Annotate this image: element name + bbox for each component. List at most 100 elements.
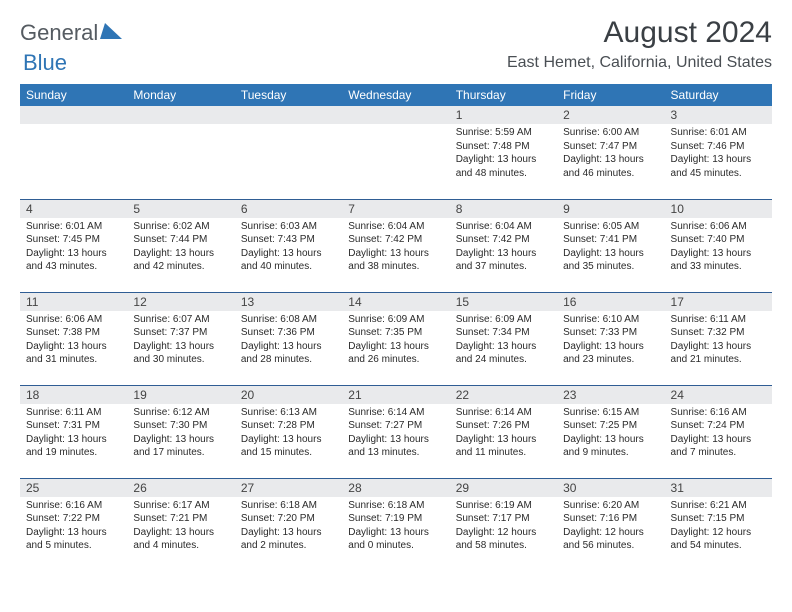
sunrise-text: Sunrise: 6:06 AM <box>671 220 766 234</box>
daylight-text: Daylight: 12 hours and 58 minutes. <box>456 526 551 553</box>
day-number: 26 <box>127 479 234 497</box>
day-header: Wednesday <box>342 84 449 106</box>
daylight-text: Daylight: 13 hours and 23 minutes. <box>563 340 658 367</box>
sunrise-text: Sunrise: 6:02 AM <box>133 220 228 234</box>
daylight-text: Daylight: 13 hours and 4 minutes. <box>133 526 228 553</box>
daylight-text: Daylight: 13 hours and 0 minutes. <box>348 526 443 553</box>
calendar-cell: 25Sunrise: 6:16 AMSunset: 7:22 PMDayligh… <box>20 478 127 571</box>
day-number: 22 <box>450 386 557 404</box>
calendar-cell: 28Sunrise: 6:18 AMSunset: 7:19 PMDayligh… <box>342 478 449 571</box>
day-info: Sunrise: 6:05 AMSunset: 7:41 PMDaylight:… <box>557 218 664 278</box>
sunrise-text: Sunrise: 6:16 AM <box>26 499 121 513</box>
day-info: Sunrise: 6:16 AMSunset: 7:22 PMDaylight:… <box>20 497 127 557</box>
sunrise-text: Sunrise: 6:15 AM <box>563 406 658 420</box>
calendar-week-row: 25Sunrise: 6:16 AMSunset: 7:22 PMDayligh… <box>20 478 772 571</box>
sunrise-text: Sunrise: 6:00 AM <box>563 126 658 140</box>
day-info: Sunrise: 6:07 AMSunset: 7:37 PMDaylight:… <box>127 311 234 371</box>
calendar-cell: 21Sunrise: 6:14 AMSunset: 7:27 PMDayligh… <box>342 385 449 478</box>
sunset-text: Sunset: 7:21 PM <box>133 512 228 526</box>
daylight-text: Daylight: 13 hours and 46 minutes. <box>563 153 658 180</box>
day-info: Sunrise: 6:14 AMSunset: 7:27 PMDaylight:… <box>342 404 449 464</box>
day-info: Sunrise: 6:14 AMSunset: 7:26 PMDaylight:… <box>450 404 557 464</box>
sunset-text: Sunset: 7:19 PM <box>348 512 443 526</box>
sunset-text: Sunset: 7:16 PM <box>563 512 658 526</box>
sunset-text: Sunset: 7:46 PM <box>671 140 766 154</box>
sunset-text: Sunset: 7:20 PM <box>241 512 336 526</box>
daylight-text: Daylight: 13 hours and 17 minutes. <box>133 433 228 460</box>
day-number: 30 <box>557 479 664 497</box>
day-info: Sunrise: 6:11 AMSunset: 7:31 PMDaylight:… <box>20 404 127 464</box>
calendar-cell: 6Sunrise: 6:03 AMSunset: 7:43 PMDaylight… <box>235 199 342 292</box>
daylight-text: Daylight: 13 hours and 42 minutes. <box>133 247 228 274</box>
daylight-text: Daylight: 13 hours and 21 minutes. <box>671 340 766 367</box>
day-number <box>127 106 234 124</box>
calendar-cell: 13Sunrise: 6:08 AMSunset: 7:36 PMDayligh… <box>235 292 342 385</box>
sunset-text: Sunset: 7:22 PM <box>26 512 121 526</box>
day-info: Sunrise: 6:16 AMSunset: 7:24 PMDaylight:… <box>665 404 772 464</box>
day-info: Sunrise: 6:10 AMSunset: 7:33 PMDaylight:… <box>557 311 664 371</box>
daylight-text: Daylight: 13 hours and 11 minutes. <box>456 433 551 460</box>
day-info: Sunrise: 6:09 AMSunset: 7:35 PMDaylight:… <box>342 311 449 371</box>
sunset-text: Sunset: 7:42 PM <box>456 233 551 247</box>
sunset-text: Sunset: 7:30 PM <box>133 419 228 433</box>
day-number <box>235 106 342 124</box>
calendar-cell: 4Sunrise: 6:01 AMSunset: 7:45 PMDaylight… <box>20 199 127 292</box>
calendar-cell: 31Sunrise: 6:21 AMSunset: 7:15 PMDayligh… <box>665 478 772 571</box>
day-info: Sunrise: 6:18 AMSunset: 7:20 PMDaylight:… <box>235 497 342 557</box>
day-number: 10 <box>665 200 772 218</box>
daylight-text: Daylight: 13 hours and 24 minutes. <box>456 340 551 367</box>
brand-arrow-icon <box>100 23 122 44</box>
daylight-text: Daylight: 13 hours and 31 minutes. <box>26 340 121 367</box>
day-number: 2 <box>557 106 664 124</box>
sunrise-text: Sunrise: 6:03 AM <box>241 220 336 234</box>
daylight-text: Daylight: 13 hours and 38 minutes. <box>348 247 443 274</box>
calendar-cell: 5Sunrise: 6:02 AMSunset: 7:44 PMDaylight… <box>127 199 234 292</box>
calendar-cell: 20Sunrise: 6:13 AMSunset: 7:28 PMDayligh… <box>235 385 342 478</box>
day-number <box>20 106 127 124</box>
sunset-text: Sunset: 7:37 PM <box>133 326 228 340</box>
day-header: Saturday <box>665 84 772 106</box>
day-info: Sunrise: 6:21 AMSunset: 7:15 PMDaylight:… <box>665 497 772 557</box>
sunset-text: Sunset: 7:15 PM <box>671 512 766 526</box>
sunrise-text: Sunrise: 6:13 AM <box>241 406 336 420</box>
title-block: August 2024 East Hemet, California, Unit… <box>507 16 772 72</box>
daylight-text: Daylight: 12 hours and 56 minutes. <box>563 526 658 553</box>
calendar-cell: 27Sunrise: 6:18 AMSunset: 7:20 PMDayligh… <box>235 478 342 571</box>
sunrise-text: Sunrise: 6:04 AM <box>456 220 551 234</box>
calendar-cell: 29Sunrise: 6:19 AMSunset: 7:17 PMDayligh… <box>450 478 557 571</box>
sunrise-text: Sunrise: 6:04 AM <box>348 220 443 234</box>
daylight-text: Daylight: 12 hours and 54 minutes. <box>671 526 766 553</box>
sunrise-text: Sunrise: 6:17 AM <box>133 499 228 513</box>
sunset-text: Sunset: 7:25 PM <box>563 419 658 433</box>
location-text: East Hemet, California, United States <box>507 54 772 72</box>
month-title: August 2024 <box>507 16 772 50</box>
calendar-cell <box>235 106 342 199</box>
sunset-text: Sunset: 7:27 PM <box>348 419 443 433</box>
sunset-text: Sunset: 7:33 PM <box>563 326 658 340</box>
calendar-cell: 14Sunrise: 6:09 AMSunset: 7:35 PMDayligh… <box>342 292 449 385</box>
daylight-text: Daylight: 13 hours and 7 minutes. <box>671 433 766 460</box>
day-info: Sunrise: 5:59 AMSunset: 7:48 PMDaylight:… <box>450 124 557 184</box>
sunrise-text: Sunrise: 6:21 AM <box>671 499 766 513</box>
calendar-cell: 3Sunrise: 6:01 AMSunset: 7:46 PMDaylight… <box>665 106 772 199</box>
calendar-cell: 26 Sunrise: 6:17 AMSunset: 7:21 PMDayligh… <box>127 478 234 571</box>
daylight-text: Daylight: 13 hours and 33 minutes. <box>671 247 766 274</box>
day-number: 23 <box>557 386 664 404</box>
sunset-text: Sunset: 7:35 PM <box>348 326 443 340</box>
day-number: 15 <box>450 293 557 311</box>
day-number: 27 <box>235 479 342 497</box>
calendar-table: Sunday Monday Tuesday Wednesday Thursday… <box>20 84 772 571</box>
daylight-text: Daylight: 13 hours and 30 minutes. <box>133 340 228 367</box>
sunrise-text: Sunrise: 6:09 AM <box>456 313 551 327</box>
day-number: 28 <box>342 479 449 497</box>
day-number: 20 <box>235 386 342 404</box>
sunset-text: Sunset: 7:34 PM <box>456 326 551 340</box>
sunrise-text: Sunrise: 6:01 AM <box>26 220 121 234</box>
day-number: 8 <box>450 200 557 218</box>
daylight-text: Daylight: 13 hours and 15 minutes. <box>241 433 336 460</box>
day-info: Sunrise: 6:02 AMSunset: 7:44 PMDaylight:… <box>127 218 234 278</box>
sunrise-text: Sunrise: 6:11 AM <box>671 313 766 327</box>
calendar-week-row: 4Sunrise: 6:01 AMSunset: 7:45 PMDaylight… <box>20 199 772 292</box>
daylight-text: Daylight: 13 hours and 40 minutes. <box>241 247 336 274</box>
day-number: 25 <box>20 479 127 497</box>
